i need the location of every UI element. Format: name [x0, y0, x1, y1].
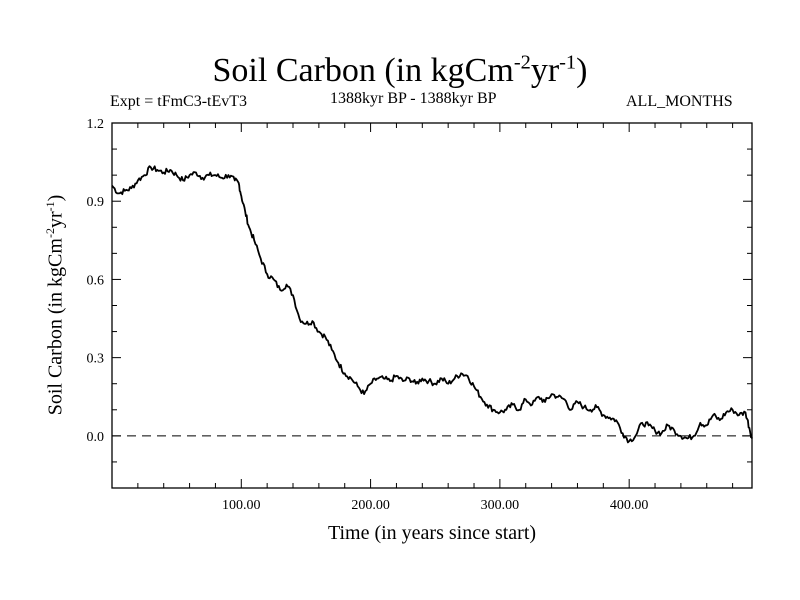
y-axis-label: Soil Carbon (in kgCm-2yr-1) — [42, 194, 67, 416]
x-tick-label: 400.00 — [610, 498, 649, 513]
experiment-label: Expt = tFmC3-tEvT3 — [110, 93, 248, 110]
y-tick-label: 0.0 — [87, 430, 105, 445]
y-tick-label: 0.9 — [87, 195, 105, 210]
x-tick-label: 200.00 — [351, 498, 390, 513]
x-tick-label: 300.00 — [481, 498, 520, 513]
series-line-soil-carbon — [111, 165, 753, 444]
period-label: 1388kyr BP - 1388kyr BP — [330, 90, 497, 107]
months-label: ALL_MONTHS — [626, 93, 733, 110]
y-tick-label: 0.3 — [87, 352, 105, 367]
x-tick-label: 100.00 — [222, 498, 261, 513]
chart-title: Soil Carbon (in kgCm-2yr-1) — [212, 51, 588, 89]
y-tick-label: 1.2 — [87, 117, 105, 132]
x-axis-label: Time (in years since start) — [327, 522, 537, 544]
y-tick-label: 0.6 — [87, 273, 105, 288]
